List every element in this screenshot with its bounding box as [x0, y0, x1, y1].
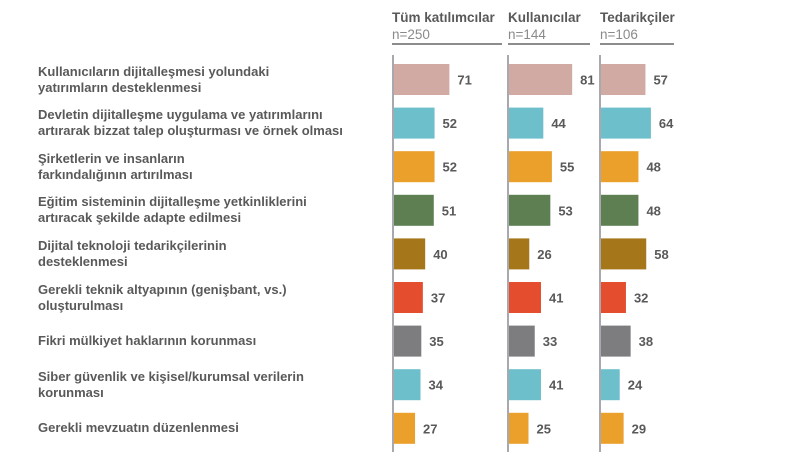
- bar: [394, 412, 416, 444]
- bar: [509, 151, 552, 183]
- data-label: 58: [654, 247, 668, 262]
- bar: [601, 282, 626, 313]
- bar: [601, 194, 639, 226]
- data-label: 57: [653, 73, 667, 88]
- data-label: 71: [457, 73, 471, 88]
- data-label: 44: [551, 116, 566, 131]
- data-label: 41: [549, 291, 563, 306]
- bar: [394, 64, 450, 95]
- category-label-line: Dijital teknoloji tedarikçilerinin: [38, 237, 227, 253]
- category-label-line: Devletin dijitalleşme uygulama ve yatırı…: [38, 107, 323, 123]
- data-label: 52: [443, 160, 457, 175]
- bar: [509, 282, 541, 313]
- data-label: 32: [634, 291, 648, 306]
- bar: [509, 412, 529, 444]
- category-label: Eğitim sisteminin dijitalleşme yetkinlik…: [38, 194, 388, 226]
- bar: [601, 238, 647, 270]
- category-label: Siber güvenlik ve kişisel/kurumsal veril…: [38, 369, 388, 401]
- bar: [394, 238, 426, 270]
- category-label-line: Fikri mülkiyet haklarının korunması: [38, 333, 257, 349]
- category-label-line: Şirketlerin ve insanların: [38, 150, 185, 166]
- data-label: 48: [646, 160, 660, 175]
- series-sample-size: n=144: [508, 27, 590, 45]
- category-label: Gerekli mevzuatın düzenlenmesi: [38, 420, 388, 436]
- series-header-0: Tüm katılımcılar n=250: [392, 10, 502, 45]
- category-label: Şirketlerin ve insanların farkındalığının…: [38, 151, 388, 183]
- data-label: 51: [442, 203, 456, 218]
- bar: [394, 325, 422, 357]
- data-label: 34: [429, 378, 444, 393]
- data-label: 52: [443, 116, 457, 131]
- data-label: 81: [580, 73, 594, 88]
- data-label: 48: [646, 203, 660, 218]
- bar: [509, 238, 530, 270]
- data-label: 26: [537, 247, 551, 262]
- series-title: Tedarikçiler: [600, 10, 675, 25]
- category-label-line: desteklenmesi: [38, 253, 128, 269]
- category-label: Gerekli teknik altyapının (genişbant, vs…: [38, 282, 388, 314]
- bar: [394, 369, 421, 401]
- category-label-line: artıracak şekilde adapte edilmesi: [38, 210, 242, 226]
- bar: [509, 369, 541, 401]
- category-label-line: Gerekli teknik altyapının (genişbant, vs…: [38, 281, 287, 297]
- bar: [601, 107, 651, 139]
- data-label: 38: [639, 334, 653, 349]
- category-label: Fikri mülkiyet haklarının korunması: [38, 333, 388, 349]
- category-label-line: Kullanıcıların dijitalleşmesi yolundaki: [38, 63, 270, 79]
- bar: [394, 151, 435, 183]
- category-label-line: artırarak bizzat talep oluşturması ve ör…: [38, 123, 343, 139]
- category-label-line: farkındalığının artırılması: [38, 166, 193, 182]
- bar: [601, 151, 639, 183]
- data-label: 55: [560, 160, 574, 175]
- series-title: Kullanıcılar: [508, 10, 581, 25]
- series-sample-size: n=106: [600, 27, 674, 45]
- data-label: 41: [549, 378, 563, 393]
- bar: [509, 107, 544, 139]
- category-label-line: Siber güvenlik ve kişisel/kurumsal veril…: [38, 368, 304, 384]
- data-label: 27: [423, 421, 437, 436]
- category-label-line: yatırımların desteklenmesi: [38, 79, 202, 95]
- bar: [509, 325, 535, 357]
- data-label: 24: [628, 378, 643, 393]
- bar: [394, 194, 434, 226]
- category-label: Kullanıcıların dijitalleşmesi yolundaki y…: [38, 64, 388, 96]
- data-label: 35: [429, 334, 443, 349]
- bar: [601, 325, 631, 357]
- data-label: 37: [431, 291, 445, 306]
- category-label-line: Eğitim sisteminin dijitalleşme yetkinlik…: [38, 194, 307, 210]
- bar: [509, 194, 551, 226]
- category-label-line: Gerekli mevzuatın düzenlenmesi: [38, 420, 239, 436]
- category-label-line: oluşturulması: [38, 297, 124, 313]
- bar: [601, 369, 620, 401]
- series-header-1: Kullanıcılar n=144: [508, 10, 590, 45]
- bar: [394, 282, 423, 313]
- category-label: Dijital teknoloji tedarikçilerinin destek…: [38, 238, 388, 270]
- data-label: 53: [558, 203, 572, 218]
- data-label: 64: [659, 116, 674, 131]
- data-label: 33: [543, 334, 557, 349]
- category-label: Devletin dijitalleşme uygulama ve yatırı…: [38, 107, 388, 139]
- bar: [509, 64, 573, 95]
- series-title: Tüm katılımcılar: [392, 10, 495, 25]
- bar: [394, 107, 435, 139]
- data-label: 40: [433, 247, 447, 262]
- series-sample-size: n=250: [392, 27, 502, 45]
- data-label: 29: [632, 421, 646, 436]
- data-label: 25: [537, 421, 551, 436]
- bar: [601, 64, 646, 95]
- series-header-2: Tedarikçiler n=106: [600, 10, 675, 45]
- category-label-line: korunması: [38, 384, 104, 400]
- bar: [601, 412, 624, 444]
